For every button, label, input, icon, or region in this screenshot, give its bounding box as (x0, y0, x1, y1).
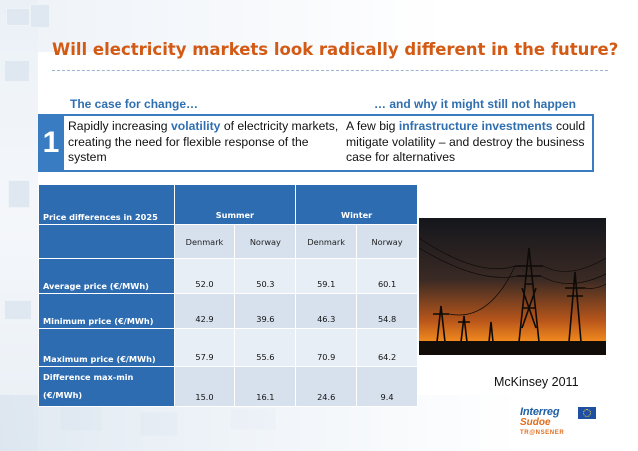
season-summer: Summer (173, 184, 297, 225)
slide-title: Will electricity markets look radically … (52, 40, 619, 59)
volatility-highlight: volatility (170, 119, 221, 133)
cell-average-no-winter: 60.1 (356, 258, 418, 294)
case-box (40, 114, 594, 172)
table-corner-label: Price differences in 2025 (38, 184, 175, 225)
row-label-minimum: Minimum price (€/MWh) (38, 293, 175, 329)
row-label-difference: Difference max-min (€/MWh) (38, 366, 175, 407)
row-label-maximum: Maximum price (€/MWh) (38, 328, 175, 367)
cell-average-dk-winter: 59.1 (295, 258, 358, 294)
row-label-average: Average price (€/MWh) (38, 258, 175, 294)
logo-project: TR@NSENER (520, 430, 565, 436)
logo-sub: Sudoe (520, 417, 551, 428)
cell-maximum-dk-winter: 70.9 (295, 328, 358, 367)
cell-minimum-no-winter: 54.8 (356, 293, 418, 329)
table-row: Difference max-min (€/MWh) 15.0 16.1 24.… (38, 366, 418, 407)
country-header-spacer (38, 224, 175, 259)
subhead-case-for-change: The case for change… (70, 97, 199, 111)
cell-difference-dk-winter: 24.6 (295, 366, 358, 407)
country-denmark-summer: Denmark (173, 224, 236, 259)
table-row: Average price (€/MWh) 52.0 50.3 59.1 60.… (38, 258, 418, 294)
cell-minimum-dk-winter: 46.3 (295, 293, 358, 329)
season-winter: Winter (295, 184, 418, 225)
cell-minimum-no-summer: 39.6 (234, 293, 297, 329)
subhead-why-not: … and why it might still not happen (374, 97, 576, 111)
why-not-text: A few big infrastructure investments cou… (346, 119, 586, 164)
cell-difference-dk-summer: 15.0 (173, 366, 236, 407)
cell-average-dk-summer: 52.0 (173, 258, 236, 294)
country-denmark-winter: Denmark (295, 224, 358, 259)
price-differences-table: Price differences in 2025 Summer Winter … (38, 184, 418, 407)
table-row: Maximum price (€/MWh) 57.9 55.6 70.9 64.… (38, 328, 418, 367)
country-norway-summer: Norway (234, 224, 297, 259)
decorative-header-band (0, 0, 638, 52)
source-caption: McKinsey 2011 (494, 375, 579, 389)
cell-maximum-no-summer: 55.6 (234, 328, 297, 367)
case-for-change-text: Rapidly increasing volatility of electri… (68, 119, 339, 164)
cell-difference-no-summer: 16.1 (234, 366, 297, 407)
cell-maximum-dk-summer: 57.9 (173, 328, 236, 367)
logo-name: Interreg (520, 406, 560, 418)
interreg-sudoe-logo: Interreg Sudoe TR@NSENER (520, 406, 602, 442)
table-row: Minimum price (€/MWh) 42.9 39.6 46.3 54.… (38, 293, 418, 329)
eu-flag-icon (578, 407, 596, 419)
case-number-badge: 1 (38, 114, 64, 172)
infrastructure-highlight: infrastructure investments (398, 119, 553, 133)
cell-maximum-no-winter: 64.2 (356, 328, 418, 367)
cell-minimum-dk-summer: 42.9 (173, 293, 236, 329)
cell-difference-no-winter: 9.4 (356, 366, 418, 407)
cell-average-no-summer: 50.3 (234, 258, 297, 294)
power-lines-sunset-photo (419, 218, 606, 355)
country-norway-winter: Norway (356, 224, 418, 259)
title-divider (52, 70, 608, 71)
